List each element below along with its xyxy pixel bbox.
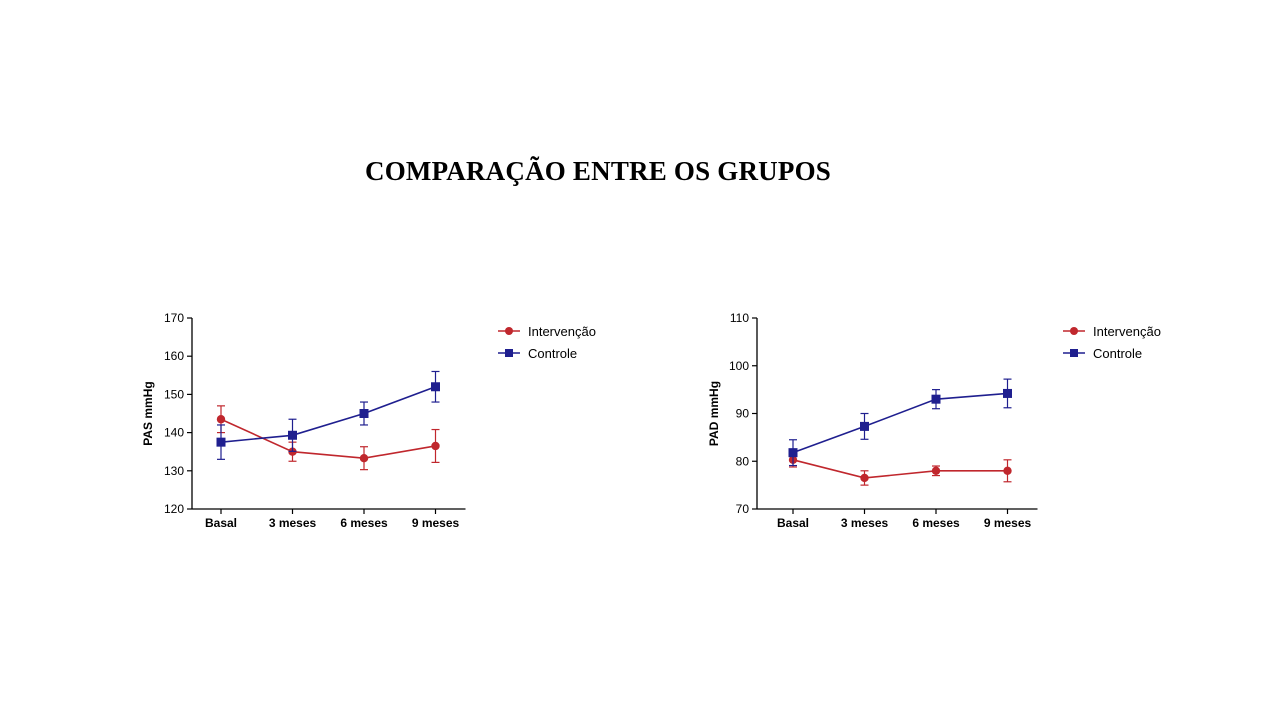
slide-title: COMPARAÇÃO ENTRE OS GRUPOS [365,156,831,186]
y-tick-label: 90 [736,407,750,421]
y-tick-label: 130 [164,464,184,478]
series-line [792,459,1008,479]
y-axis-title: PAD mmHg [707,381,721,446]
x-category-label: Basal [205,516,237,530]
data-point-circle [359,453,369,463]
data-point-circle [1003,466,1012,475]
y-tick-label: 110 [730,311,749,325]
y-tick-label: 80 [736,454,750,468]
y-tick-label: 150 [164,387,184,401]
x-category-label: 9 meses [412,516,460,530]
x-category-label: 6 meses [912,516,960,530]
x-category-label: 3 meses [269,516,317,530]
series-line [792,392,1008,454]
series-intervencao [216,405,440,471]
legend-marker-circle [505,327,513,335]
legend-marker-square [505,349,513,357]
x-category-label: Basal [777,516,809,530]
series-line [220,418,436,460]
y-tick-label: 170 [164,311,184,325]
y-tick-label: 100 [729,359,749,373]
x-category-label: 9 meses [984,516,1032,530]
series-line [220,386,436,443]
data-point-square [860,421,869,431]
data-point-circle [860,473,869,483]
y-tick-label: 120 [164,502,184,516]
y-tick-label: 160 [164,349,184,363]
legend-label: Intervenção [528,324,596,339]
x-category-label: 6 meses [340,516,388,530]
legend-marker-circle [1070,327,1078,335]
data-point-square [788,448,798,458]
data-point-circle [216,415,226,424]
y-tick-label: 70 [736,502,750,516]
series-controle [788,378,1012,467]
data-point-circle [931,466,941,475]
data-point-square [431,382,440,392]
data-point-square [931,394,941,404]
legend-label: Intervenção [1093,324,1161,339]
data-point-square [216,437,226,447]
series-controle [216,370,440,460]
data-point-square [1003,388,1012,398]
legend-marker-square [1070,349,1078,357]
data-point-circle [431,441,440,451]
data-point-square [359,409,369,418]
y-axis-title: PAS mmHg [141,381,155,445]
legend-label: Controle [1093,346,1142,361]
legend-label: Controle [528,346,577,361]
series-intervencao [788,452,1012,486]
data-point-square [288,430,297,440]
y-tick-label: 140 [164,426,184,440]
x-category-label: 3 meses [841,516,889,530]
